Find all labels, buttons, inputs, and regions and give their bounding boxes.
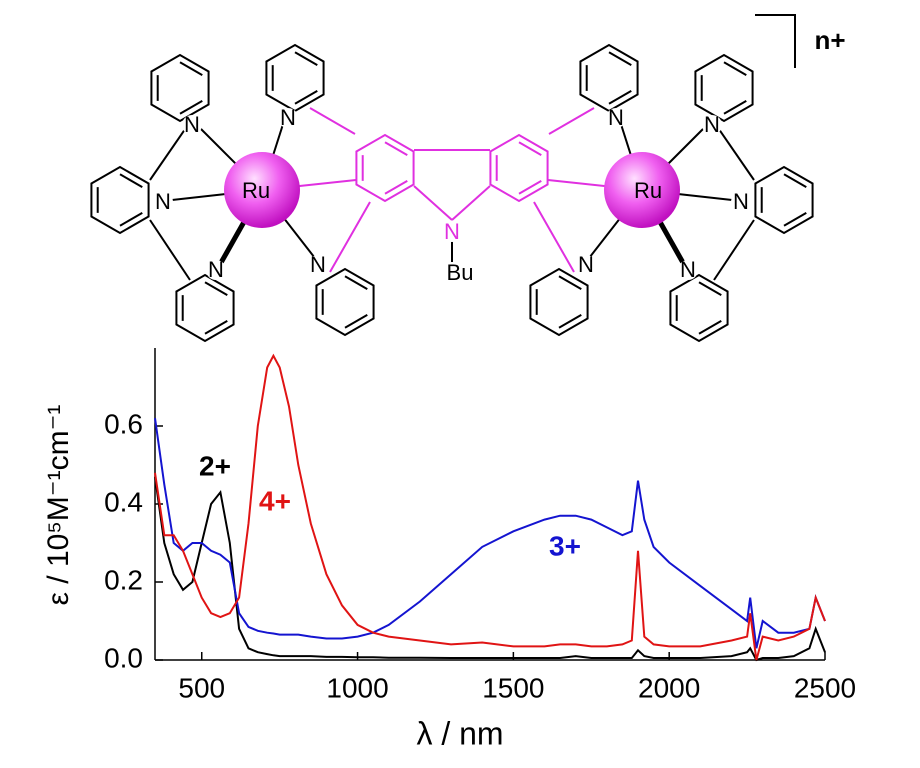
double-bond <box>344 275 368 290</box>
atom-label: N <box>184 112 200 137</box>
atom-bg <box>206 260 226 280</box>
bond <box>309 107 356 135</box>
double-bond <box>698 281 722 296</box>
bond <box>149 219 191 281</box>
ring <box>90 165 150 235</box>
bond <box>451 185 491 221</box>
ring <box>529 267 589 337</box>
molecule <box>90 43 814 343</box>
double-bond <box>294 90 318 105</box>
atom-label: N <box>733 189 749 214</box>
ring <box>265 43 325 113</box>
ru-sphere <box>604 152 680 228</box>
bond <box>548 107 595 135</box>
ring <box>175 273 235 343</box>
charge-bracket <box>755 14 796 68</box>
double-bond <box>723 61 747 76</box>
ring <box>754 165 814 235</box>
atom-bg <box>576 255 596 275</box>
double-bond <box>344 314 368 329</box>
double-bond <box>518 141 542 156</box>
atom-bg <box>702 115 722 135</box>
metal-label: Ru <box>634 178 662 203</box>
x-tick-label: 2500 <box>794 672 856 703</box>
double-bond <box>698 320 722 335</box>
y-tick-label: 0.4 <box>104 486 143 517</box>
metal-label: Ru <box>242 178 270 203</box>
series-label: 2+ <box>199 450 231 481</box>
double-bond <box>783 212 807 227</box>
atom-label: N <box>280 105 296 130</box>
series-label: 3+ <box>549 530 581 561</box>
double-bond <box>179 61 203 76</box>
y-axis-label: ε / 10⁵M⁻¹cm⁻¹ <box>42 405 75 606</box>
bond <box>149 121 191 181</box>
atom-bg <box>678 260 698 280</box>
double-bond <box>783 173 807 188</box>
double-bond <box>294 51 318 66</box>
ring <box>579 43 639 113</box>
atom-bg <box>308 255 328 275</box>
atom-label: N <box>608 105 624 130</box>
series-line <box>154 476 826 662</box>
x-tick-label: 1500 <box>482 672 544 703</box>
double-bond <box>558 275 582 290</box>
atom-bg <box>182 115 202 135</box>
atom-bg <box>153 192 173 212</box>
atom-label: N <box>310 252 326 277</box>
atom-label: N <box>444 219 460 244</box>
double-bond <box>204 281 228 296</box>
atom-bg <box>606 108 626 128</box>
atom-bg <box>442 222 462 242</box>
ring <box>355 133 415 203</box>
series-line <box>154 353 826 661</box>
y-tick-label: 0.2 <box>104 564 143 595</box>
double-bond <box>558 314 582 329</box>
ring <box>669 273 729 343</box>
x-tick-label: 2000 <box>638 672 700 703</box>
substituent-label: Bu <box>447 260 474 285</box>
bond <box>713 219 755 281</box>
ring <box>694 53 754 123</box>
double-bond <box>119 212 143 227</box>
ru-sphere <box>224 152 300 228</box>
x-tick-label: 1000 <box>326 672 388 703</box>
charge-label: n+ <box>814 25 845 55</box>
y-tick-label: 0.6 <box>104 408 143 439</box>
ring <box>315 267 375 337</box>
series-line <box>154 418 826 649</box>
double-bond <box>518 180 542 195</box>
double-bond <box>179 100 203 115</box>
bond <box>329 201 371 273</box>
double-bond <box>119 173 143 188</box>
x-axis-label: λ / nm <box>416 715 503 751</box>
bond <box>533 201 575 273</box>
ring <box>150 53 210 123</box>
double-bond <box>608 90 632 105</box>
double-bond <box>608 51 632 66</box>
atom-bg <box>278 108 298 128</box>
double-bond <box>384 180 408 195</box>
atom-label: N <box>155 189 171 214</box>
bond <box>413 185 453 221</box>
atom-bg <box>731 192 751 212</box>
double-bond <box>723 100 747 115</box>
ring <box>489 133 549 203</box>
y-tick-label: 0.0 <box>104 642 143 673</box>
x-tick-label: 500 <box>178 672 225 703</box>
bond <box>713 121 755 181</box>
atom-label: N <box>680 257 696 282</box>
atom-label: N <box>578 252 594 277</box>
atom-label: N <box>208 257 224 282</box>
double-bond <box>204 320 228 335</box>
atom-label: N <box>704 112 720 137</box>
series-label: 4+ <box>259 485 291 516</box>
double-bond <box>384 141 408 156</box>
